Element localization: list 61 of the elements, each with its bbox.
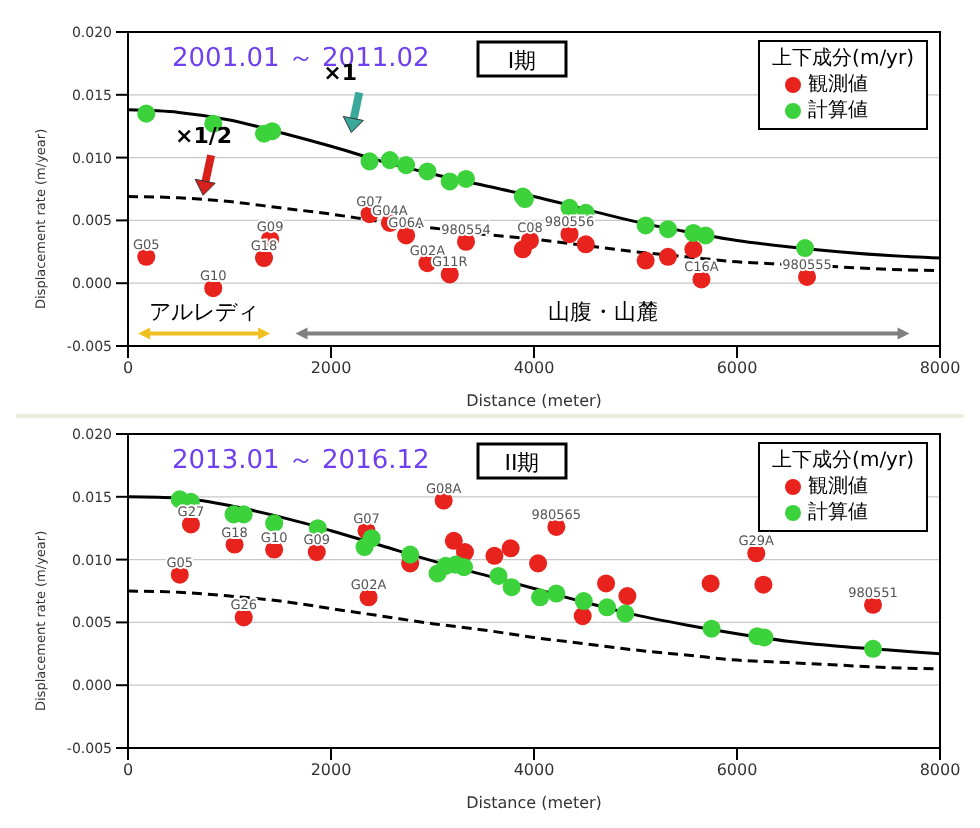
point bbox=[401, 545, 420, 564]
x-axis-title: Distance (meter) bbox=[466, 392, 602, 410]
x-tick-label: 0 bbox=[122, 761, 134, 780]
point bbox=[440, 172, 459, 191]
point bbox=[485, 546, 504, 565]
point bbox=[529, 554, 548, 573]
point bbox=[501, 539, 520, 558]
x-tick-label: 6000 bbox=[716, 359, 758, 378]
x-tick-label: 8000 bbox=[919, 359, 961, 378]
point bbox=[502, 578, 521, 597]
point bbox=[418, 162, 437, 181]
x-tick-label: 2000 bbox=[310, 359, 352, 378]
point bbox=[265, 514, 284, 533]
point bbox=[397, 156, 416, 175]
text: 2013.01 ～ 2016.12 bbox=[172, 446, 430, 476]
x-tick-label: 4000 bbox=[513, 761, 555, 780]
x-tick-label: 2000 bbox=[310, 761, 352, 780]
point bbox=[380, 151, 399, 170]
annotation: アルレディ bbox=[149, 299, 260, 326]
annotation: 山腹・山麓 bbox=[547, 299, 658, 326]
point bbox=[362, 529, 381, 548]
point bbox=[360, 152, 379, 171]
annotation: I期 bbox=[507, 48, 537, 74]
point bbox=[263, 122, 282, 141]
x-axis-title: Distance (meter) bbox=[466, 794, 602, 812]
point bbox=[701, 574, 720, 593]
legend-label: 計算値 bbox=[808, 500, 869, 526]
point bbox=[547, 584, 566, 603]
point bbox=[702, 619, 721, 638]
legend-label: 観測値 bbox=[808, 474, 869, 500]
legend-title: 上下成分(m/yr) bbox=[772, 46, 914, 72]
legend-label: 観測値 bbox=[808, 72, 869, 98]
legend-label: 計算値 bbox=[808, 98, 869, 124]
legend-title: 上下成分(m/yr) bbox=[772, 448, 914, 474]
point bbox=[597, 574, 616, 593]
point bbox=[531, 588, 550, 607]
x-tick-label: 0 bbox=[122, 359, 134, 378]
point bbox=[137, 104, 156, 123]
point bbox=[684, 240, 703, 259]
point bbox=[636, 216, 655, 235]
x-tick-label: 8000 bbox=[919, 761, 961, 780]
point bbox=[573, 607, 592, 626]
point bbox=[658, 220, 678, 239]
point bbox=[636, 251, 655, 270]
point bbox=[574, 592, 593, 611]
point bbox=[616, 604, 635, 623]
x-tick-label: 4000 bbox=[513, 359, 555, 378]
point bbox=[795, 239, 815, 258]
annotation: II期 bbox=[504, 450, 540, 476]
point bbox=[754, 575, 773, 594]
point bbox=[696, 226, 715, 245]
point bbox=[444, 531, 463, 550]
point bbox=[598, 598, 617, 617]
point bbox=[576, 235, 595, 254]
point bbox=[618, 587, 637, 606]
point bbox=[456, 169, 476, 188]
point bbox=[489, 566, 508, 585]
annotation: ×1/2 bbox=[175, 123, 233, 150]
point bbox=[863, 639, 883, 658]
x-tick-label: 6000 bbox=[716, 761, 758, 780]
point bbox=[658, 247, 678, 266]
